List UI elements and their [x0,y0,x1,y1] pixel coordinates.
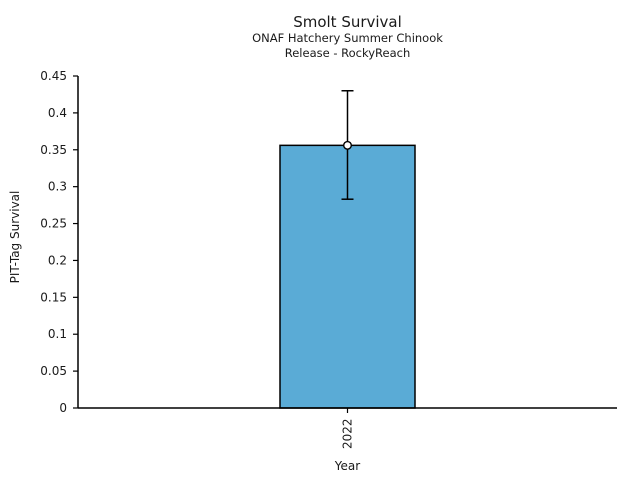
y-tick-label: 0.3 [48,180,67,194]
y-tick-label: 0.15 [40,290,67,304]
plot-area: 0 0.05 0.1 0.15 0.2 0.25 0.3 0.35 0.4 0.45 2022 [40,69,416,449]
y-tick-label: 0.1 [48,327,67,341]
y-tick-label: 0.35 [40,143,67,157]
y-tick-label: 0.4 [48,106,67,120]
y-tick-label: 0.05 [40,364,67,378]
y-tick-label: 0.2 [48,253,67,267]
y-tick-label: 0.25 [40,217,67,231]
x-axis-label: Year [334,459,360,473]
chart-subtitle-line1: ONAF Hatchery Summer Chinook [252,31,443,45]
x-tick-label: 2022 [341,418,355,449]
chart-subtitle-line2: Release - RockyReach [285,46,411,60]
mean-marker [343,140,353,150]
y-axis-label: PIT-Tag Survival [8,191,22,284]
y-tick-label: 0.45 [40,69,67,83]
y-tick-label: 0 [59,401,67,415]
chart-title: Smolt Survival [293,13,402,31]
